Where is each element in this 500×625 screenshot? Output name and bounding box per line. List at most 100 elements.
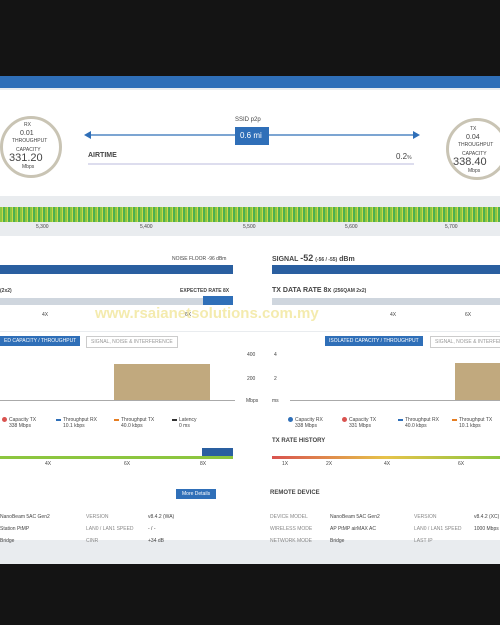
screen: RX 0.01 THROUGHPUT CAPACITY 331.20 Mbps … (0, 76, 500, 564)
freq-tick: 5,400 (140, 224, 153, 230)
history-tick: 8X (200, 461, 207, 467)
legend-swatch (2, 417, 7, 423)
cell: NanoBeam 5AC Gen2 (330, 514, 380, 520)
noise-floor: NOISE FLOOR -96 dBm (172, 256, 227, 262)
cell: VERSION (86, 514, 109, 520)
tab[interactable]: SIGNAL, NOISE & INTERFERENCE (86, 336, 178, 348)
left-axis-label: Mbps (246, 398, 259, 404)
cell: NETWORK MODE (270, 538, 312, 544)
history-tick: 6X (124, 461, 131, 467)
right-axis-label: 2 (274, 376, 277, 382)
legend-item: Throughput TX 10.1 kbps (452, 417, 492, 429)
rate-tick: 6X (465, 312, 472, 318)
legend-name: Throughput TX (121, 417, 155, 423)
cell: LAN0 / LAN1 SPEED (414, 526, 462, 532)
legend-name: Capacity RX (295, 417, 323, 423)
legend-name: Capacity TX (9, 417, 37, 423)
cell: AP PtMP airMAX AC (330, 526, 376, 532)
rx-gauge (0, 116, 62, 178)
freq-tick: 5,500 (243, 224, 256, 230)
legend-name: Throughput RX (63, 417, 97, 423)
rx-throughput: 0.01 (20, 130, 34, 137)
right-chart-axis (290, 400, 500, 401)
tab-active[interactable]: ISOLATED CAPACITY / THROUGHPUT (325, 336, 423, 346)
tx-capacity: 338.40 (453, 156, 487, 168)
ssid: SSID p2p (235, 117, 261, 123)
tx-gauge (446, 118, 500, 180)
cell: - / - (148, 526, 156, 532)
legend-item: Capacity TX 331 Mbps (342, 417, 376, 429)
legend-swatch (452, 418, 457, 421)
history-fill (202, 448, 233, 456)
legend-name: Latency (179, 417, 197, 423)
cell: Bridge (330, 538, 345, 544)
legend-swatch (288, 417, 293, 423)
tx-rate-detail: (256QAM 2x2) (333, 288, 367, 294)
freq-tick: 5,700 (445, 224, 458, 230)
cell: v8.4.2 (WA) (148, 514, 175, 520)
history-tick: 4X (384, 461, 391, 467)
right-axis-label: ms (272, 398, 279, 404)
legend-swatch (114, 418, 119, 421)
right-axis-label: 4 (274, 352, 277, 358)
airtime-label: AIRTIME (88, 152, 117, 159)
legend-swatch (56, 418, 61, 421)
cell: VERSION (414, 514, 437, 520)
signal-value: -52 (300, 253, 314, 263)
history-tick: 2X (326, 461, 333, 467)
cell: Station PtMP (0, 526, 30, 532)
legend-swatch (398, 418, 403, 421)
legend-value: 40.0 kbps (405, 423, 427, 429)
signal-unit: dBm (339, 256, 355, 263)
history-tick: 6X (458, 461, 465, 467)
signal-bar (272, 265, 500, 274)
tx-data-rate: TX DATA RATE 8x (256QAM 2x2) (272, 287, 366, 294)
radio-panel (0, 236, 500, 331)
cell: 1000 Mbps (474, 526, 499, 532)
noise-bar (0, 265, 233, 274)
freq-tick: 5,600 (345, 224, 358, 230)
tab[interactable]: SIGNAL, NOISE & INTERFERENCE (430, 336, 500, 348)
legend-value: 40.0 kbps (121, 423, 143, 429)
tx-unit: Mbps (468, 168, 481, 174)
cell: NanoBeam 5AC Gen2 (0, 514, 50, 520)
distance: 0.6 mi (240, 131, 262, 140)
airtime-value: 0.2 (396, 152, 408, 161)
airtime: 0.2% (396, 152, 412, 161)
legend-item: Throughput RX 10.1 kbps (56, 417, 97, 429)
charts-panel (0, 332, 500, 540)
signal-detail: (-56 / -55) (315, 257, 338, 263)
legend-value: 0 ms (179, 423, 190, 429)
tx-capacity-label: CAPACITY (462, 151, 487, 157)
cell: +34 dB (148, 538, 164, 544)
tx-throughput: 0.04 (466, 134, 480, 141)
history-title: TX RATE HISTORY (272, 438, 326, 444)
watermark: www.rsaianetsolutions.com.my (95, 305, 319, 322)
legend-item: Latency 0 ms (172, 417, 197, 429)
cell: LAST IP (414, 538, 433, 544)
legend-name: Throughput TX (459, 417, 493, 423)
signal: SIGNAL -52 (-56 / -55) dBm (272, 253, 355, 263)
chain-left: (2x2) (0, 288, 12, 294)
rx-capacity: 331.20 (9, 152, 43, 164)
legend-value: 331 Mbps (349, 423, 371, 429)
left-chart-axis (0, 400, 235, 401)
legend-item: Throughput TX 40.0 kbps (114, 417, 154, 429)
signal-label: SIGNAL (272, 256, 299, 263)
airtime-bar (88, 163, 414, 165)
tx-label: TX (470, 126, 477, 132)
expected-fill (203, 296, 233, 305)
history-bar (0, 456, 233, 459)
rate-tick: 6X (185, 312, 192, 318)
expected-rate: EXPECTED RATE 8X (180, 288, 230, 294)
tab-active[interactable]: ED CAPACITY / THROUGHPUT (0, 336, 81, 346)
legend-value: 338 Mbps (295, 423, 317, 429)
airtime-unit: % (407, 155, 412, 161)
more-details-button[interactable]: More Details (176, 489, 217, 499)
left-chart-area (114, 364, 210, 400)
expected-bar (0, 298, 233, 305)
rate-tick: 4X (390, 312, 397, 318)
history-tick: 1X (282, 461, 289, 467)
legend-name: Throughput RX (405, 417, 439, 423)
